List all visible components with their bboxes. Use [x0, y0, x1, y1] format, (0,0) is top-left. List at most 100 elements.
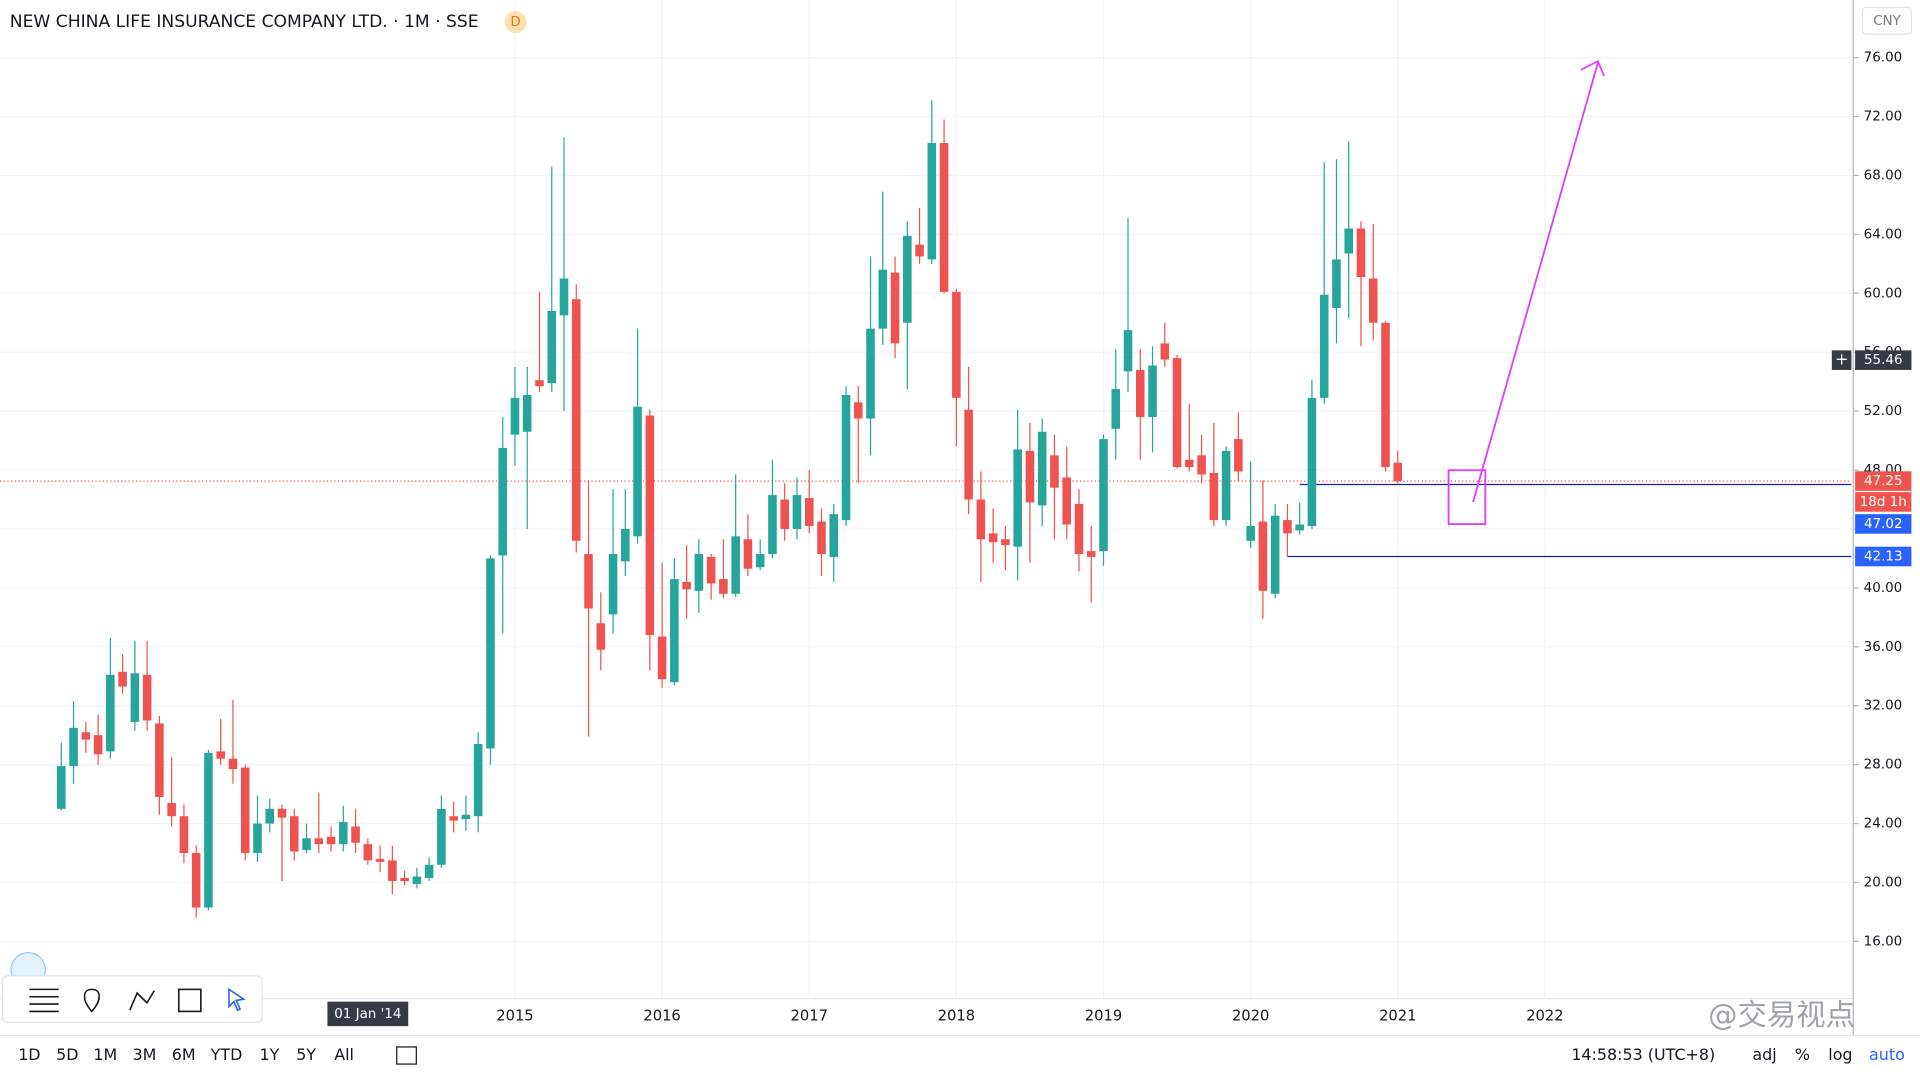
- candle-body: [780, 499, 789, 529]
- currency-box[interactable]: [1861, 6, 1913, 35]
- candle-body: [93, 735, 103, 755]
- candle-body: [768, 495, 777, 554]
- candle-body: [535, 380, 544, 387]
- candle-body: [939, 143, 949, 292]
- x-tick-label: 2016: [643, 1007, 680, 1024]
- candle-body: [755, 553, 765, 568]
- drawing-toolbar: [1, 975, 263, 1024]
- candle-body: [216, 751, 225, 759]
- candle-body: [1160, 343, 1170, 360]
- candle-body: [1099, 439, 1108, 552]
- range-button[interactable]: 6M: [172, 1045, 196, 1064]
- candle-body: [204, 752, 213, 908]
- scale-option[interactable]: %: [1795, 1045, 1810, 1064]
- candle-body: [1025, 450, 1035, 503]
- x-tick-label: 2021: [1379, 1007, 1416, 1024]
- x-tick-label: 2017: [791, 1007, 828, 1024]
- candle-body: [1001, 539, 1010, 546]
- candle-body: [302, 838, 311, 851]
- y-tick-label: 60.00: [1864, 286, 1903, 301]
- candle-body: [1246, 526, 1255, 541]
- candle-body: [1368, 278, 1378, 323]
- last-price-label: 47.25: [1864, 474, 1903, 489]
- candle-body: [1172, 358, 1182, 468]
- y-tick-label: 32.00: [1864, 699, 1903, 714]
- symbol-title: NEW CHINA LIFE INSURANCE COMPANY LTD. · …: [10, 12, 479, 32]
- countdown-label: 18d 1h: [1860, 495, 1907, 510]
- candle-body: [1270, 515, 1280, 594]
- candle-body: [412, 876, 422, 884]
- range-button[interactable]: 3M: [133, 1045, 157, 1064]
- watermark: @交易视点: [1708, 998, 1855, 1032]
- candle-body: [633, 406, 642, 537]
- range-button[interactable]: 5Y: [296, 1045, 316, 1064]
- bottom-toolbar: 1D 5D 1M 3M 6M YTD 1Y 5Y All 14:58:53 (UTC+8) adj%…: [18, 1045, 1905, 1064]
- y-tick-label: 76.00: [1864, 51, 1903, 66]
- y-tick-label: 28.00: [1864, 758, 1903, 773]
- tool-lines[interactable]: [29, 988, 59, 1013]
- candle-body: [559, 278, 569, 316]
- price-line-label: 47.02: [1864, 517, 1903, 532]
- candle-body: [375, 858, 385, 862]
- candle-body: [1050, 455, 1059, 488]
- candle-body: [118, 671, 127, 687]
- y-tick-label: 52.00: [1864, 404, 1903, 419]
- candle-body: [339, 822, 348, 845]
- tool-rectangle[interactable]: [177, 988, 202, 1013]
- candle-body: [277, 808, 287, 818]
- y-tick-label: 24.00: [1864, 817, 1903, 832]
- range-button[interactable]: 1M: [93, 1045, 117, 1064]
- candle-body: [473, 744, 483, 817]
- candle-body: [1234, 439, 1243, 472]
- candle-body: [240, 767, 250, 854]
- candle-body: [547, 310, 557, 384]
- candle-body: [571, 299, 581, 541]
- candle-body: [253, 823, 262, 854]
- candle-body: [1332, 259, 1341, 309]
- candle-body: [289, 816, 299, 852]
- candle-body: [952, 291, 961, 398]
- countdown-label-bg: [1855, 492, 1912, 512]
- candle-body: [853, 402, 863, 419]
- badge: D: [510, 15, 520, 30]
- candle-body: [927, 143, 937, 260]
- candle-body: [1037, 431, 1047, 506]
- candle-body: [645, 415, 655, 636]
- tool-pin[interactable]: [83, 988, 100, 1013]
- range-button[interactable]: 1D: [18, 1045, 40, 1064]
- candle-body: [608, 553, 618, 615]
- range-button[interactable]: 5D: [56, 1045, 78, 1064]
- candle-body: [498, 447, 507, 556]
- candle-body: [1123, 330, 1133, 372]
- drawing-rectangle[interactable]: [1447, 469, 1487, 525]
- calendar-icon[interactable]: [396, 1046, 417, 1065]
- y-tick-label: 16.00: [1864, 934, 1903, 949]
- range-button[interactable]: 1Y: [259, 1045, 279, 1064]
- crosshair-plus: +: [1835, 350, 1848, 369]
- y-tick-label: 64.00: [1864, 227, 1903, 242]
- scale-option[interactable]: auto: [1869, 1045, 1905, 1064]
- candle-body: [1319, 294, 1329, 398]
- range-button[interactable]: All: [334, 1045, 354, 1064]
- price-line-label: 42.13: [1864, 550, 1903, 565]
- scale-option[interactable]: adj: [1752, 1045, 1776, 1064]
- candle-body: [179, 816, 189, 854]
- range-button[interactable]: YTD: [210, 1045, 243, 1064]
- candle-body: [57, 766, 66, 809]
- x-tick-label: 2022: [1526, 1007, 1563, 1024]
- crosshair-plus-bg[interactable]: [1831, 350, 1852, 370]
- y-tick-label: 36.00: [1864, 640, 1903, 655]
- candle-body: [1283, 520, 1292, 534]
- x-tick-label: 2018: [938, 1007, 975, 1024]
- candle-body: [363, 844, 373, 861]
- candle-body: [437, 808, 446, 865]
- tool-pattern[interactable]: [129, 990, 155, 1011]
- candle-body: [878, 269, 888, 329]
- y-tick-label: 68.00: [1864, 168, 1903, 183]
- scale-option[interactable]: log: [1828, 1045, 1852, 1064]
- candle-body: [964, 409, 973, 500]
- drawing-arrow[interactable]: [1472, 62, 1599, 503]
- tool-cursor[interactable]: [228, 987, 246, 1012]
- candle-body: [1111, 389, 1121, 429]
